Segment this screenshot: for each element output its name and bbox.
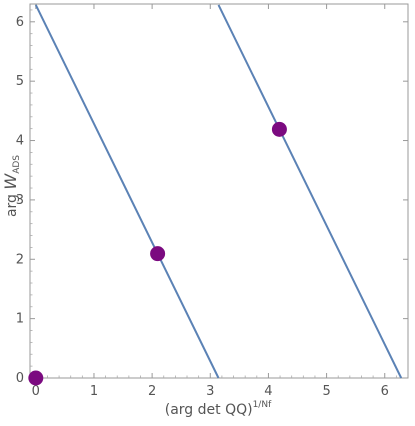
y-tick-label: 6 <box>16 15 24 30</box>
x-tick-label: 6 <box>381 384 389 399</box>
series-line-2 <box>217 4 403 379</box>
y-tick-label: 3 <box>16 193 24 208</box>
x-tick-label: 4 <box>264 384 272 399</box>
series-points <box>28 121 287 386</box>
y-tick-label: 1 <box>16 312 24 327</box>
x-tick-label: 0 <box>32 384 40 399</box>
data-point <box>271 121 287 137</box>
y-axis-title: arg WADS <box>1 155 22 217</box>
x-axis-ticks: 0 1 2 3 4 5 6 <box>32 4 397 399</box>
y-tick-label: 5 <box>16 74 24 89</box>
x-tick-label: 1 <box>90 384 98 399</box>
plot-frame <box>29 3 409 379</box>
y-tick-label: 0 <box>16 371 24 386</box>
x-axis-title-sup: 1/Nf <box>253 400 272 410</box>
series-lines <box>34 4 403 379</box>
y-axis-title-sub: ADS <box>12 155 22 174</box>
data-point <box>150 246 166 262</box>
series-line-1 <box>34 4 220 379</box>
y-axis-title-main: arg <box>4 190 20 217</box>
x-axis-title-main: (arg det QQ) <box>165 402 253 418</box>
x-tick-label: 5 <box>322 384 330 399</box>
x-tick-label: 3 <box>206 384 214 399</box>
x-tick-label: 2 <box>148 384 156 399</box>
x-axis-title: (arg det QQ)1/Nf <box>165 400 272 418</box>
y-axis-title-var: W <box>1 173 20 190</box>
y-tick-label: 4 <box>16 134 24 149</box>
data-point <box>28 370 44 386</box>
y-axis-ticks: 0 1 2 3 4 5 6 <box>16 9 408 386</box>
y-tick-label: 2 <box>16 252 24 267</box>
